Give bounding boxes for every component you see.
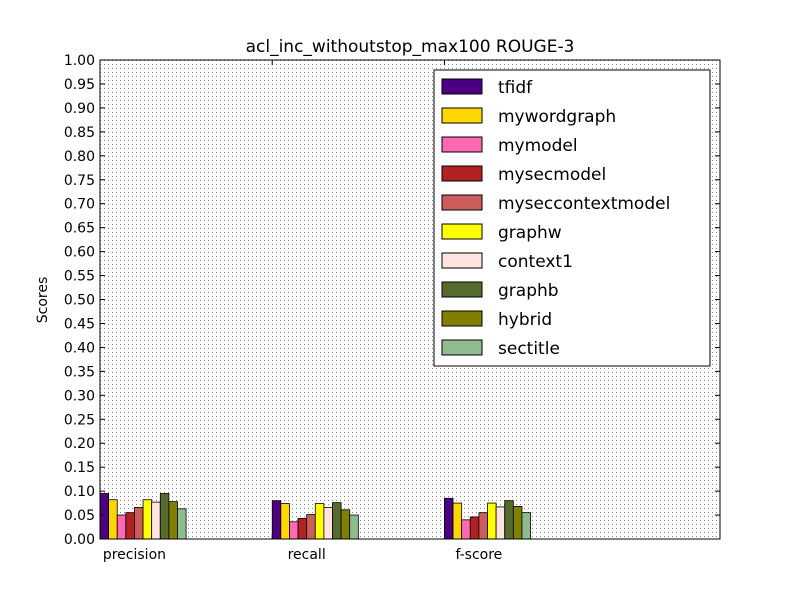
legend-swatch-hybrid [441, 310, 483, 327]
bar-mymodel-recall [289, 521, 299, 540]
y-tick-label: 0.05 [64, 508, 95, 524]
y-tick-label: 0.60 [64, 245, 95, 261]
bar-hybrid-recall [340, 509, 351, 540]
bar-mymodel-precision [116, 514, 127, 540]
y-tick-label: 0.85 [64, 125, 95, 141]
y-tick-label: 0.90 [64, 101, 95, 117]
bar-graphb-recall [332, 502, 342, 540]
legend-label-mysecmodel: mysecmodel [498, 165, 606, 185]
legend-swatch-context1 [441, 252, 483, 269]
bar-mysecmodel-f-score [469, 516, 480, 540]
y-tick-label: 0.35 [64, 364, 95, 380]
y-tick-label: 0.45 [64, 316, 95, 332]
bar-graphw-precision [142, 499, 153, 540]
legend-swatch-sectitle [441, 339, 483, 356]
bar-myseccontextmodel-recall [306, 514, 316, 540]
y-tick-label: 0.20 [64, 436, 95, 452]
bar-tfidf-f-score [444, 497, 454, 540]
bar-myseccontextmodel-f-score [478, 512, 488, 540]
bar-tfidf-recall [271, 500, 282, 540]
legend-label-mymodel: mymodel [498, 136, 578, 156]
y-tick-label: 0.30 [64, 388, 95, 404]
bar-hybrid-f-score [512, 506, 523, 540]
bar-graphb-f-score [504, 500, 514, 540]
y-tick-label: 0.00 [64, 532, 95, 548]
legend-label-mywordgraph: mywordgraph [498, 107, 616, 127]
legend-label-graphw: graphw [498, 223, 562, 243]
bar-mywordgraph-f-score [452, 502, 463, 540]
legend-swatch-graphb [441, 281, 483, 298]
legend-swatch-tfidf [441, 78, 483, 95]
legend-swatch-myseccontextmodel [441, 194, 483, 211]
legend: tfidf mywordgraph mymodel mysecmodel mysecco… [433, 69, 711, 367]
y-axis-label: Scores [35, 277, 51, 324]
bar-mywordgraph-recall [280, 503, 290, 540]
bar-mywordgraph-precision [108, 499, 118, 540]
y-tick-label: 0.55 [64, 269, 95, 285]
legend-swatch-mysecmodel [441, 165, 483, 182]
bar-sectitle-f-score [521, 512, 531, 540]
y-tick-label: 0.10 [64, 484, 95, 500]
y-tick-label: 0.65 [64, 221, 95, 237]
legend-swatch-mymodel [441, 136, 483, 153]
bar-context1-precision [151, 501, 161, 540]
bar-graphb-precision [159, 493, 170, 540]
x-tick-label-f-score: f-score [455, 547, 502, 563]
bar-mysecmodel-precision [125, 512, 135, 540]
bar-graphw-recall [314, 503, 325, 540]
x-axis: precision recall f-score [99, 60, 502, 563]
y-axis: 0.00 0.05 0.10 0.15 0.20 0.25 0.30 0.35 0.40 0.45… [64, 53, 720, 548]
x-tick-label-precision: precision [103, 547, 166, 563]
legend-label-graphb: graphb [498, 281, 559, 301]
legend-label-tfidf: tfidf [498, 78, 533, 98]
y-tick-label: 0.75 [64, 173, 95, 189]
bar-sectitle-precision [177, 508, 187, 540]
chart-title: acl_inc_withoutstop_max100 ROUGE-3 [246, 37, 575, 57]
bar-tfidf-precision [99, 493, 110, 540]
bar-mymodel-f-score [461, 519, 471, 540]
y-tick-label: 0.15 [64, 460, 95, 476]
y-tick-label: 0.40 [64, 340, 95, 356]
y-tick-label: 1.00 [64, 53, 95, 69]
legend-label-hybrid: hybrid [498, 310, 552, 330]
bar-context1-recall [323, 506, 333, 540]
y-tick-label: 0.95 [64, 77, 95, 93]
bar-mysecmodel-recall [297, 518, 308, 540]
legend-swatch-mywordgraph [441, 107, 483, 124]
y-tick-label: 0.80 [64, 149, 95, 165]
y-tick-label: 0.50 [64, 293, 95, 309]
bar-hybrid-precision [168, 501, 178, 540]
bar-graphw-f-score [487, 502, 497, 540]
legend-swatch-graphw [441, 223, 483, 240]
y-tick-label: 0.25 [64, 412, 95, 428]
bar-context1-f-score [495, 506, 506, 540]
y-tick-label: 0.70 [64, 197, 95, 213]
bar-myseccontextmodel-precision [134, 506, 144, 540]
bar-sectitle-recall [349, 514, 359, 540]
legend-label-context1: context1 [498, 252, 573, 272]
legend-label-sectitle: sectitle [498, 339, 560, 359]
x-tick-label-recall: recall [288, 547, 326, 563]
legend-label-myseccontextmodel: myseccontextmodel [498, 194, 670, 214]
